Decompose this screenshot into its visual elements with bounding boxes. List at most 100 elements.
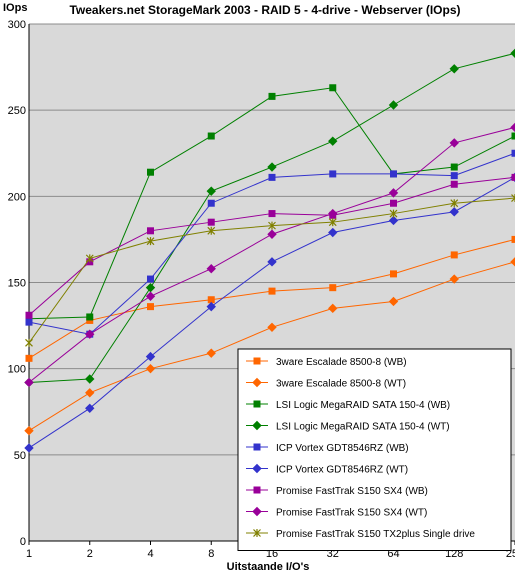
series-4-point-128 — [449, 64, 459, 74]
series-4-point-64 — [388, 100, 399, 110]
series-8-point-1 — [24, 377, 34, 388]
series-1-point-32 — [329, 284, 337, 292]
series-8-point-2 — [85, 329, 95, 339]
series-7-point-4 — [147, 227, 154, 235]
x-tick-label-2: 2 — [87, 548, 93, 560]
legend-swatch-marker-4 — [252, 420, 262, 431]
series-1-point-256 — [511, 235, 515, 243]
series-2 — [24, 257, 515, 436]
y-tick-label-150: 150 — [8, 278, 26, 290]
series-7-point-256 — [511, 173, 515, 181]
series-8-point-128 — [449, 138, 459, 148]
legend-label-9: Promise FastTrak S150 TX2plus Single dri… — [276, 529, 475, 540]
legend-label-3: LSI Logic MegaRAID SATA 150-4 (WB) — [276, 400, 450, 411]
series-1-point-8 — [207, 296, 215, 304]
series-2-point-1 — [24, 425, 34, 436]
series-2-point-64 — [388, 296, 399, 307]
series-3-point-16 — [268, 92, 276, 100]
legend-swatch-marker-3 — [253, 400, 261, 408]
series-5-point-1 — [25, 318, 33, 326]
series-9-point-1 — [25, 338, 33, 347]
series-5-point-4 — [147, 275, 154, 283]
series-8-point-16 — [267, 229, 277, 239]
series-9-point-32 — [328, 218, 337, 227]
series-2-point-2 — [85, 388, 95, 398]
legend-label-5: ICP Vortex GDT8546RZ (WB) — [276, 443, 409, 454]
series-9-point-128 — [450, 199, 459, 208]
x-axis-title: Uitstaande I/O's — [227, 561, 310, 573]
series-layer — [24, 48, 515, 453]
series-2-point-32 — [328, 303, 338, 314]
y-tick-label-100: 100 — [8, 364, 26, 376]
series-4-point-32 — [328, 136, 338, 146]
legend-swatch-marker-1 — [253, 357, 261, 365]
series-2-point-8 — [206, 348, 216, 358]
series-9-point-256 — [511, 194, 515, 203]
series-6-point-32 — [328, 227, 338, 238]
series-3-point-2 — [86, 313, 94, 321]
series-9 — [25, 194, 515, 347]
legend: 3ware Escalade 8500-8 (WB) 3ware Escalade… — [237, 348, 512, 551]
series-8-point-4 — [145, 291, 156, 301]
series-9-point-4 — [146, 237, 155, 246]
series-6-point-16 — [267, 257, 277, 267]
series-9-point-2 — [85, 254, 94, 263]
chart-title: Tweakers.net StorageMark 2003 - RAID 5 -… — [69, 3, 460, 17]
y-tick-label-0: 0 — [20, 536, 26, 548]
y-axis-ticks: 0 50 100 150 200 250 300 — [8, 19, 26, 548]
legend-swatch-marker-2 — [252, 377, 262, 388]
series-6-point-8 — [206, 301, 216, 312]
legend-label-1: 3ware Escalade 8500-8 (WB) — [276, 357, 407, 368]
series-3-point-128 — [450, 163, 458, 171]
x-tick-label-8: 8 — [208, 548, 214, 560]
series-1-point-64 — [390, 270, 397, 278]
series-7-point-1 — [25, 311, 33, 319]
legend-swatch-marker-7 — [253, 486, 261, 494]
series-7-point-16 — [268, 210, 276, 218]
series-9-point-16 — [268, 221, 276, 230]
series-1-point-1 — [25, 354, 33, 362]
legend-swatch-marker-9 — [253, 529, 261, 537]
series-5-point-32 — [329, 170, 337, 178]
series-7-point-128 — [450, 180, 458, 188]
legend-label-6: ICP Vortex GDT8546RZ (WT) — [276, 465, 408, 476]
legend-label-2: 3ware Escalade 8500-8 (WT) — [276, 379, 406, 390]
series-1-point-128 — [450, 251, 458, 259]
y-tick-label-300: 300 — [8, 19, 26, 31]
series-8 — [24, 122, 515, 388]
series-2-point-4 — [145, 363, 156, 374]
series-6-point-4 — [145, 351, 156, 362]
series-9-point-8 — [207, 226, 216, 235]
series-3-point-32 — [329, 84, 337, 92]
legend-label-7: Promise FastTrak S150 SX4 (WB) — [276, 486, 428, 497]
series-6-point-2 — [85, 403, 95, 414]
series-8-point-32 — [328, 208, 338, 219]
series-5-point-64 — [390, 170, 397, 178]
series-3-point-256 — [511, 132, 515, 140]
series-6-point-128 — [449, 207, 459, 217]
series-1-point-4 — [147, 303, 154, 311]
series-7-point-64 — [390, 199, 397, 207]
y-tick-label-50: 50 — [14, 450, 26, 462]
series-4-point-256 — [510, 48, 515, 59]
series-3-point-8 — [207, 132, 215, 140]
x-tick-label-256: 256 — [506, 548, 515, 560]
series-3-point-4 — [147, 168, 154, 176]
legend-box — [237, 348, 512, 551]
series-2-point-256 — [510, 257, 515, 267]
series-5-point-128 — [450, 172, 458, 180]
legend-swatch-marker-6 — [252, 463, 262, 474]
y-tick-label-200: 200 — [8, 191, 26, 203]
y-tick-label-250: 250 — [8, 105, 26, 117]
series-8-point-64 — [388, 188, 399, 198]
series-4-point-8 — [206, 186, 216, 196]
legend-label-4: LSI Logic MegaRAID SATA 150-4 (WT) — [276, 422, 450, 433]
series-7-point-8 — [207, 218, 215, 226]
series-6-point-64 — [388, 215, 399, 226]
series-1-point-16 — [268, 287, 276, 295]
series-9-point-64 — [389, 209, 398, 218]
x-tick-label-1: 1 — [26, 548, 32, 560]
series-8-point-256 — [510, 122, 515, 133]
series-5-point-256 — [511, 149, 515, 157]
